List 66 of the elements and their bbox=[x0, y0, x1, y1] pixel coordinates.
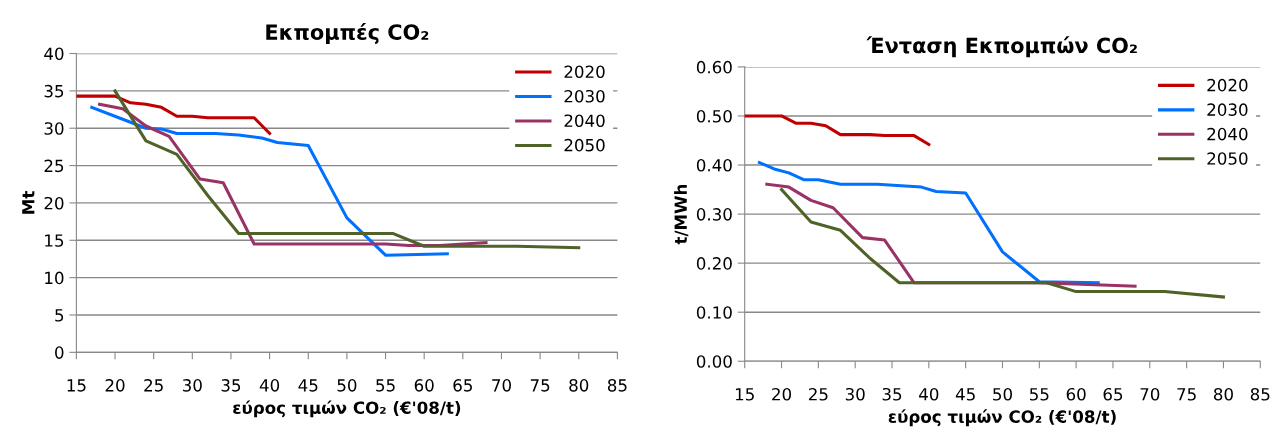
x-tick-label: 75 bbox=[530, 379, 550, 392]
chart-title: Ένταση Εκπομπών CO₂ bbox=[866, 36, 1137, 58]
y-tick-label: 0.40 bbox=[696, 158, 732, 172]
line-series bbox=[744, 114, 931, 146]
y-tick-label: 5 bbox=[55, 309, 64, 322]
legend-label: 2030 bbox=[564, 89, 605, 103]
line-series bbox=[76, 94, 272, 135]
x-tick-label: 45 bbox=[955, 388, 975, 401]
x-tick-label: 15 bbox=[67, 379, 86, 392]
x-tick-label: 40 bbox=[919, 387, 939, 401]
x-axis-title: εύρος τιμών CO₂ (€'08/t) bbox=[888, 409, 1116, 427]
y-tick-label: 0.10 bbox=[696, 306, 732, 319]
line-series bbox=[757, 161, 1100, 285]
x-tick-label: 75 bbox=[1177, 388, 1196, 401]
legend-label: 2040 bbox=[1207, 127, 1248, 141]
legend-label: 2020 bbox=[1207, 78, 1248, 92]
x-tick-label: 70 bbox=[1140, 387, 1160, 401]
y-tick-label: 10 bbox=[45, 271, 64, 285]
x-tick-label: 65 bbox=[1103, 387, 1123, 401]
line-series bbox=[90, 105, 449, 257]
x-tick-label: 30 bbox=[182, 379, 202, 392]
x-tick-label: 40 bbox=[259, 379, 280, 392]
y-tick-label: 0.30 bbox=[696, 208, 732, 221]
y-tick-label: 20 bbox=[44, 196, 64, 210]
legend-label: 2030 bbox=[1207, 103, 1248, 116]
line-series bbox=[98, 102, 488, 248]
x-tick-label: 50 bbox=[993, 387, 1012, 401]
x-tick-label: 85 bbox=[1250, 387, 1270, 401]
x-tick-label: 25 bbox=[144, 379, 163, 392]
x-tick-label: 60 bbox=[414, 379, 434, 392]
y-tick-label: 0.00 bbox=[696, 355, 732, 368]
x-tick-label: 25 bbox=[808, 387, 828, 401]
x-tick-label: 80 bbox=[1213, 387, 1233, 401]
x-tick-label: 15 bbox=[735, 388, 754, 401]
x-tick-label: 45 bbox=[298, 379, 318, 392]
x-tick-label: 55 bbox=[376, 379, 395, 392]
y-tick-label: 15 bbox=[45, 234, 64, 247]
x-tick-label: 20 bbox=[105, 379, 125, 392]
x-tick-label: 35 bbox=[221, 379, 241, 392]
legend-label: 2050 bbox=[1207, 152, 1248, 165]
x-axis-title: εύρος τιμών CO₂ (€'08/t) bbox=[233, 400, 461, 418]
y-tick-label: 0.50 bbox=[696, 109, 732, 123]
x-tick-label: 20 bbox=[772, 387, 792, 401]
x-tick-label: 50 bbox=[337, 379, 357, 392]
y-axis-title: t/MWh bbox=[674, 184, 689, 245]
y-tick-label: 30 bbox=[44, 122, 64, 135]
x-tick-label: 60 bbox=[1066, 387, 1086, 401]
x-tick-label: 65 bbox=[453, 379, 472, 392]
legend-label: 2020 bbox=[564, 65, 605, 79]
x-tick-label: 35 bbox=[882, 387, 902, 401]
x-tick-label: 70 bbox=[492, 379, 511, 392]
x-tick-label: 30 bbox=[845, 387, 865, 401]
y-tick-label: 40 bbox=[44, 47, 64, 61]
x-tick-label: 85 bbox=[607, 379, 627, 392]
legend-label: 2040 bbox=[564, 114, 605, 128]
y-tick-label: 0.20 bbox=[696, 257, 732, 270]
line-series bbox=[780, 188, 1225, 299]
y-tick-label: 25 bbox=[44, 159, 64, 173]
chart-title: Εκπομπές CO₂ bbox=[266, 22, 429, 44]
legend-label: 2050 bbox=[564, 138, 605, 152]
x-tick-label: 55 bbox=[1030, 388, 1049, 401]
y-tick-label: 35 bbox=[44, 84, 64, 98]
x-tick-label: 80 bbox=[569, 379, 589, 392]
y-tick-label: 0.60 bbox=[696, 60, 732, 74]
y-axis-title: Mt bbox=[22, 191, 35, 214]
y-tick-label: 0 bbox=[55, 346, 64, 359]
